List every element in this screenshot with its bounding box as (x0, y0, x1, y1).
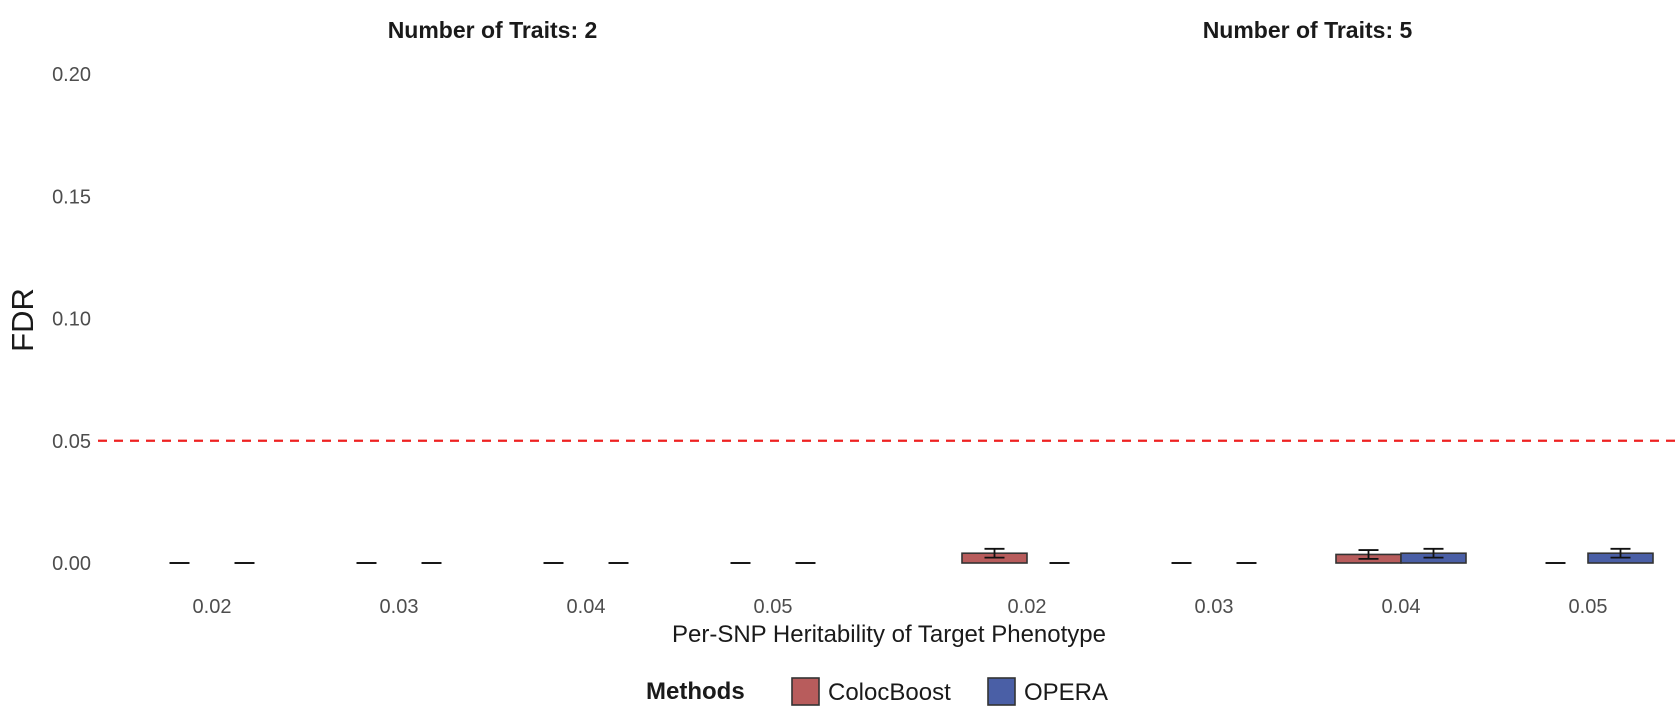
y-tick-label: 0.20 (52, 64, 91, 86)
error-bar (1423, 547, 1444, 559)
error-bar (984, 547, 1005, 559)
error-bar (1358, 549, 1379, 560)
legend-label-colocboost: ColocBoost (828, 679, 951, 706)
x-tick-label: 0.02 (193, 596, 232, 618)
legend-items: ColocBoost OPERA (791, 677, 1108, 706)
legend-title: Methods (646, 678, 745, 705)
y-tick-label: 0.00 (52, 553, 91, 575)
y-tick-label: 0.15 (52, 186, 91, 208)
legend-swatch-opera (987, 677, 1016, 706)
y-tick-label: 0.05 (52, 431, 91, 453)
legend-swatch-colocboost (791, 677, 820, 706)
panel-title: Number of Traits: 5 (1203, 17, 1413, 43)
panel-2: Number of Traits: 5 0.02 0.03 0.04 0.05 (961, 17, 1654, 618)
legend: Methods ColocBoost OPERA (646, 677, 1108, 706)
x-tick-label: 0.04 (567, 596, 606, 618)
y-axis: 0.00 0.05 0.10 0.15 0.20 (52, 64, 91, 575)
x-tick-label: 0.02 (1008, 596, 1047, 618)
x-tick-label: 0.04 (1382, 596, 1421, 618)
chart-panels: Number of Traits: 20.02 0.03 0.04 0.05Numbe… (169, 17, 1654, 618)
legend-label-opera: OPERA (1024, 679, 1108, 706)
x-tick-label: 0.05 (754, 596, 793, 618)
x-axis-title: Per-SNP Heritability of Target Phenotype (672, 621, 1106, 648)
panel-1: Number of Traits: 2 0.02 0.03 0.04 0.05 (169, 17, 816, 618)
x-tick-label: 0.03 (380, 596, 419, 618)
x-tick-label: 0.03 (1195, 596, 1234, 618)
x-tick-label: 0.05 (1569, 596, 1608, 618)
y-tick-label: 0.10 (52, 309, 91, 331)
error-bar (1610, 547, 1631, 559)
panel-title: Number of Traits: 2 (388, 17, 598, 43)
y-axis-title: FDR (5, 288, 40, 352)
